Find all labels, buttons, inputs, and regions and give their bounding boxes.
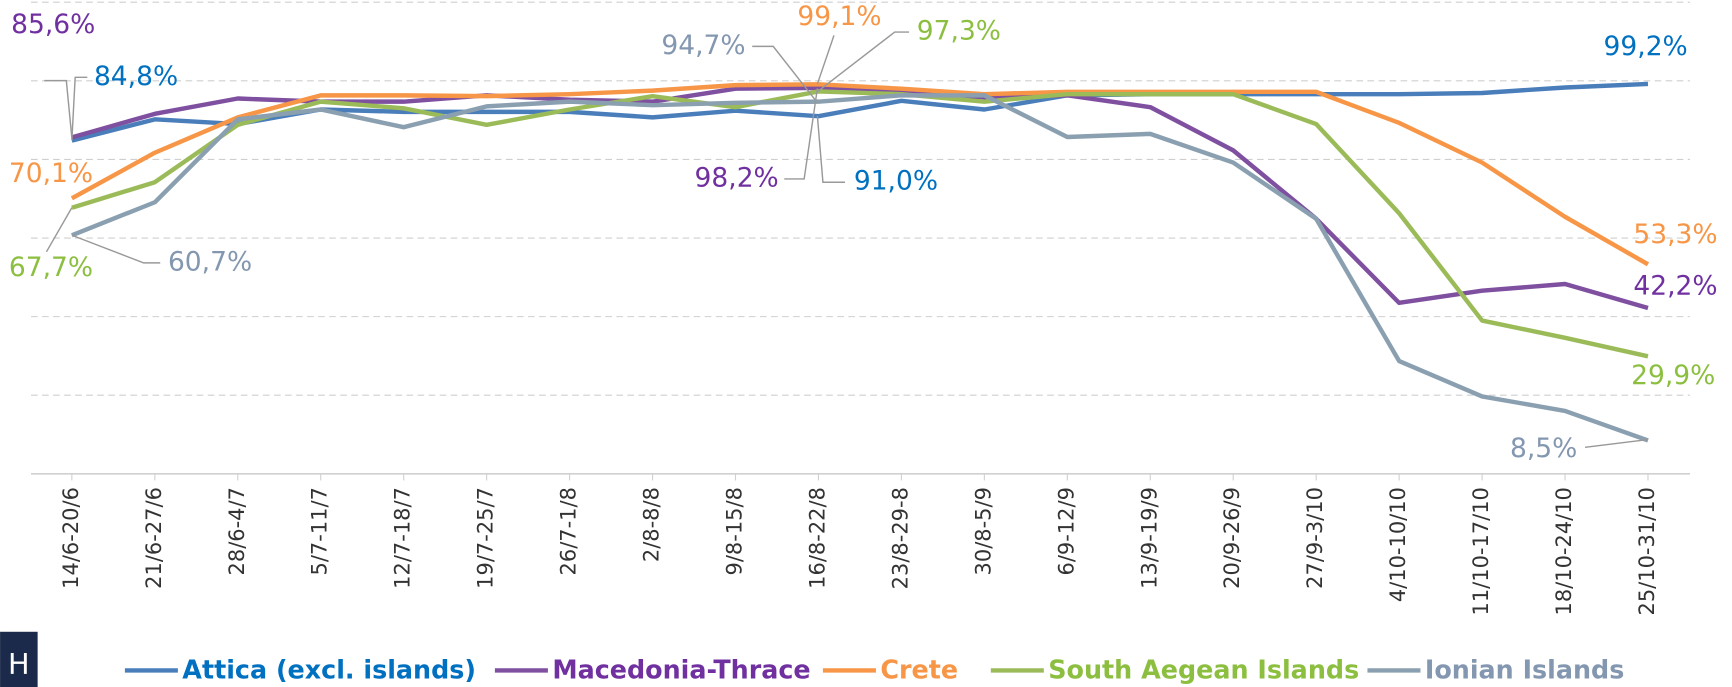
x-tick-label: 5/7-11/7 (308, 487, 332, 575)
data-label: 70,1% (9, 158, 93, 189)
leader-line (71, 234, 161, 264)
x-tick-label: 21/6-27/6 (142, 487, 166, 589)
data-label: 53,3% (1633, 219, 1717, 250)
x-tick-label: 9/8-15/8 (722, 487, 746, 575)
x-tick-label: 11/10-17/10 (1469, 487, 1493, 615)
data-label: 8,5% (1510, 433, 1577, 464)
logo-text: H (8, 647, 30, 681)
data-label: 97,3% (917, 16, 1001, 47)
leader-line (752, 45, 818, 104)
leader-line (45, 207, 73, 253)
data-label: 99,2% (1604, 31, 1688, 62)
leader-line (816, 31, 910, 93)
series-line (71, 93, 1649, 443)
x-tick-label: 23/8-29-8 (888, 487, 912, 589)
series-line (71, 81, 1649, 143)
x-tick-label: 27/9-3/10 (1303, 487, 1327, 589)
x-tick-label: 16/8-22/8 (805, 487, 829, 589)
data-label: 29,9% (1631, 360, 1715, 391)
data-label: 60,7% (168, 246, 252, 277)
series-line (71, 85, 1649, 311)
leader-line (816, 35, 835, 85)
x-tick-label: 12/7-18/7 (391, 487, 415, 589)
x-tick-label: 30/8-5/9 (971, 487, 995, 575)
legend-label: Crete (880, 655, 958, 685)
logo (0, 631, 38, 687)
data-label: 84,8% (94, 61, 178, 92)
x-tick-label: 2/8-8/8 (640, 487, 664, 562)
legend-label: Macedonia-Thrace (552, 655, 810, 685)
x-tick-label: 4/10-10/10 (1386, 487, 1410, 602)
x-tick-label: 13/9-19/9 (1137, 487, 1161, 589)
x-tick-label: 19/7-25/7 (474, 487, 498, 589)
leader-line (816, 115, 846, 183)
legend-label: South Aegean Islands (1048, 655, 1359, 685)
data-label: 94,7% (661, 30, 745, 61)
leader-line (44, 79, 73, 139)
data-label: 91,0% (854, 166, 938, 197)
legend-label: Ionian Islands (1425, 655, 1624, 685)
leader-line (1584, 438, 1649, 449)
x-tick-label: 25/10-31/10 (1635, 487, 1659, 615)
series-line (71, 89, 1649, 359)
x-tick-label: 6/9-12/9 (1054, 487, 1078, 575)
data-label: 67,7% (9, 252, 93, 283)
x-tick-label: 14/6-20/6 (59, 487, 83, 589)
legend-label: Attica (excl. islands) (182, 655, 476, 685)
data-label: 98,2% (695, 162, 779, 193)
x-tick-label: 20/9-26/9 (1220, 487, 1244, 589)
x-tick-label: 28/6-4/7 (225, 487, 249, 575)
x-tick-label: 26/7-1/8 (557, 487, 581, 575)
x-tick-label: 18/10-24/10 (1552, 487, 1576, 615)
leader-line (784, 88, 819, 180)
data-label: 42,2% (1633, 271, 1717, 302)
leader-line (71, 76, 88, 141)
series-line (70, 82, 1650, 267)
data-label: 85,6% (11, 9, 95, 40)
data-label: 99,1% (797, 1, 881, 32)
